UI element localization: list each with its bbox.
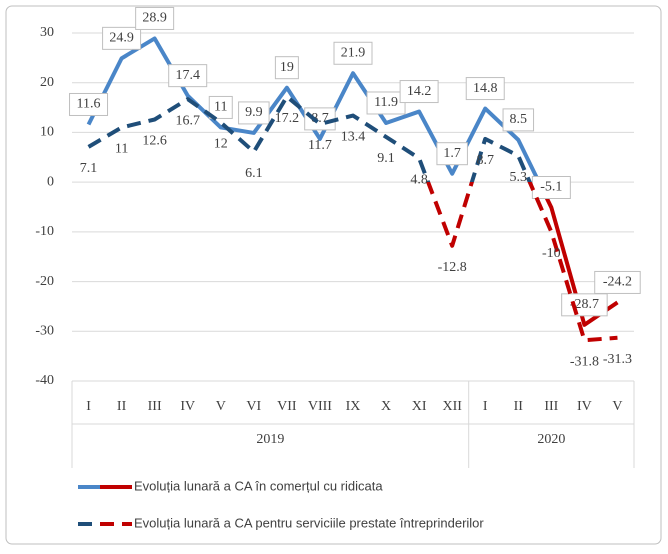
data-label: -5.1 <box>540 180 562 195</box>
data-label: 4.8 <box>410 172 428 187</box>
data-label: 13.4 <box>341 130 366 145</box>
data-label-box <box>333 41 373 65</box>
data-label: 17.4 <box>175 68 200 83</box>
x-tick-label: IV <box>577 399 592 414</box>
data-label-box <box>102 26 142 50</box>
data-label: 11.7 <box>308 138 332 153</box>
data-label-box <box>594 270 641 294</box>
x-tick-label: I <box>483 399 488 414</box>
data-label: -31.8 <box>570 354 599 369</box>
x-tick-label: V <box>612 399 622 414</box>
data-label: 8.5 <box>510 112 528 127</box>
x-tick-label: XII <box>442 399 462 414</box>
y-tick-label: -10 <box>35 224 54 239</box>
data-label-box <box>436 142 468 166</box>
data-label-box <box>502 108 535 132</box>
data-label: 12.6 <box>142 134 167 149</box>
x-tick-label: III <box>148 399 162 414</box>
data-label: 28.9 <box>142 11 167 26</box>
x-tick-label: IV <box>180 399 195 414</box>
x-tick-label: V <box>216 399 226 414</box>
data-label: 8.7 <box>476 153 494 168</box>
y-tick-label: -20 <box>35 274 54 289</box>
data-label: 21.9 <box>341 45 366 60</box>
data-label: -12.8 <box>438 260 467 275</box>
data-label: 11.9 <box>374 95 398 110</box>
x-tick-label: IX <box>346 399 361 414</box>
data-label: -10 <box>542 246 561 261</box>
y-tick-label: 0 <box>47 174 54 189</box>
y-tick-label: 10 <box>40 125 54 140</box>
y-tick-label: 30 <box>40 25 54 40</box>
y-tick-label: -40 <box>35 373 54 388</box>
data-label: 6.1 <box>245 166 263 181</box>
x-tick-label: VI <box>246 399 261 414</box>
data-label-box <box>465 77 505 101</box>
chart-border <box>5 5 662 545</box>
data-label: 1.7 <box>443 146 461 161</box>
x-tick-label: VIII <box>308 399 332 414</box>
x-tick-label: III <box>544 399 558 414</box>
x-tick-label: II <box>514 399 524 414</box>
y-tick-label: 20 <box>40 75 54 90</box>
data-label: 7.1 <box>80 161 98 176</box>
data-label: 9.1 <box>377 151 395 166</box>
data-label: -31.3 <box>603 352 632 367</box>
data-label-box <box>168 64 208 88</box>
data-label: -24.2 <box>603 275 632 290</box>
data-label-box <box>561 293 608 317</box>
y-tick-label: -30 <box>35 324 54 339</box>
data-label: 9.9 <box>245 105 263 120</box>
data-label: 12 <box>214 137 228 152</box>
legend-label: Evoluția lunară a CA în comerțul cu ridi… <box>134 478 383 493</box>
data-label: 5.3 <box>510 170 528 185</box>
x-tick-label: X <box>381 399 391 414</box>
data-label-box <box>399 80 439 104</box>
data-label: 14.2 <box>407 84 432 99</box>
data-label: 17.2 <box>275 111 300 126</box>
data-label: 16.7 <box>175 113 200 128</box>
data-label-box <box>208 95 233 119</box>
data-label: 11.6 <box>77 97 101 112</box>
data-label: 11 <box>115 142 128 157</box>
group-label: 2019 <box>256 432 284 447</box>
legend-label: Evoluția lunară a CA pentru serviciile p… <box>134 515 484 530</box>
x-tick-label: II <box>117 399 127 414</box>
data-label: 11 <box>214 100 227 115</box>
x-tick-label: I <box>86 399 91 414</box>
data-label-box <box>135 6 175 30</box>
data-label: -28.7 <box>570 297 599 312</box>
x-tick-label: VII <box>277 399 297 414</box>
data-label: 14.8 <box>473 81 498 96</box>
series-line <box>87 94 618 343</box>
data-label-box <box>238 101 270 125</box>
data-label-box <box>274 56 299 80</box>
data-label: 19 <box>280 60 294 75</box>
x-tick-label: XI <box>412 399 427 414</box>
data-label-box <box>69 92 109 116</box>
data-label: 24.9 <box>109 31 134 46</box>
group-label: 2020 <box>537 432 565 447</box>
